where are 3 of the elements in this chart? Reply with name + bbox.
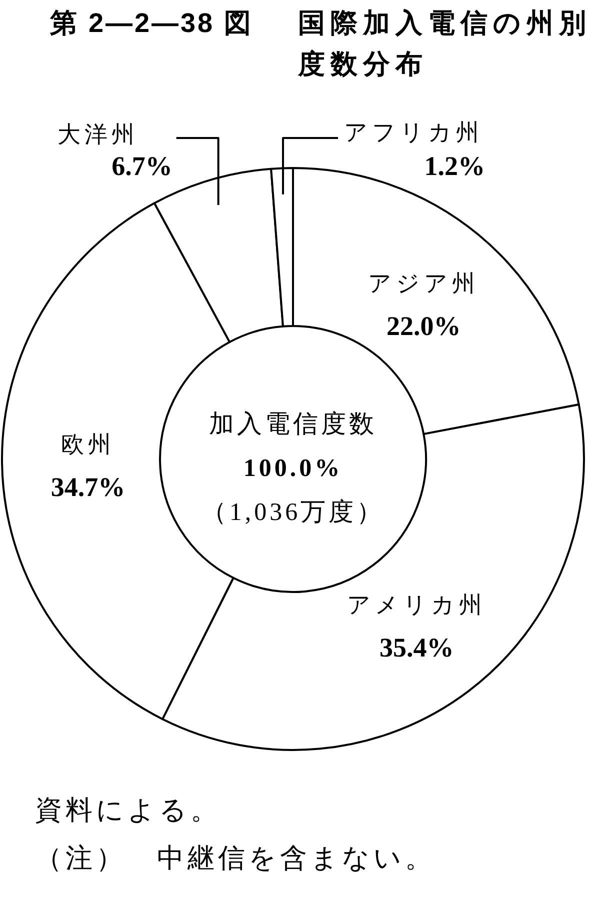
- title: 第 2―2―38 図 国際加入電信の州別度数分布: [50, 7, 592, 81]
- annotation: 資料による。: [35, 794, 221, 827]
- annotation: （注） 中継信を含まない。: [35, 842, 436, 875]
